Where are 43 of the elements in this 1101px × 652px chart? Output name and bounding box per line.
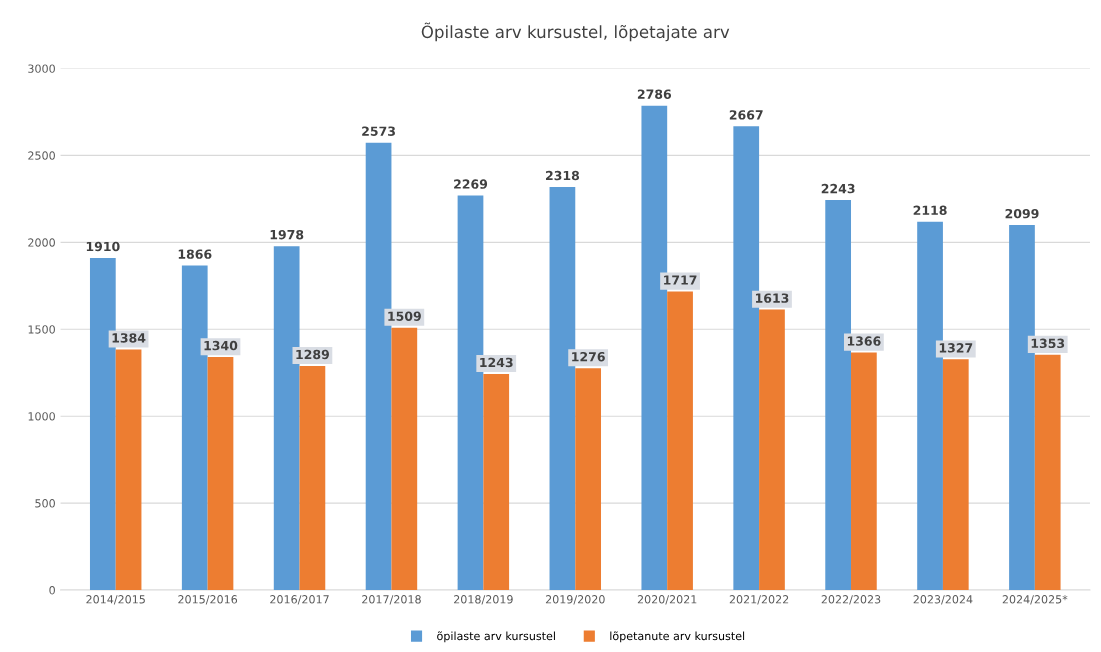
data-label: 1978	[270, 229, 304, 240]
x-tick-label: 2019/2020	[545, 595, 605, 605]
data-label: 1910	[86, 241, 120, 252]
data-label: 1717	[664, 275, 697, 285]
x-tick-label: 2017/2018	[362, 595, 421, 605]
y-tick-label: 2000	[28, 238, 55, 247]
data-label: 2099	[1005, 208, 1039, 219]
data-label: 2243	[821, 183, 855, 194]
legend-label: õpilaste arv kursustel	[437, 631, 555, 643]
x-tick-label: 2023/2024	[913, 595, 973, 605]
data-label: 2118	[913, 205, 947, 216]
y-tick-label: 1500	[28, 325, 55, 334]
x-tick-label: 2014/2015	[86, 595, 145, 605]
x-tick-label: 2020/2021	[637, 595, 697, 605]
data-label: 2573	[362, 126, 395, 136]
x-tick-label: 2018/2019	[454, 595, 513, 605]
y-tick-label: 0	[49, 586, 55, 595]
data-label: 1353	[1031, 338, 1065, 349]
x-tick-label: 2016/2017	[270, 595, 329, 605]
y-tick-label: 500	[35, 499, 55, 508]
data-label: 2318	[546, 170, 580, 181]
data-label: 2667	[729, 110, 763, 120]
chart-title: Õpilaste arv kursustel, lõpetajate arv	[421, 22, 730, 42]
data-label: 1613	[755, 293, 789, 303]
data-label: 1243	[480, 357, 513, 368]
x-tick-label: 2024/2025*	[1002, 595, 1068, 605]
y-tick-label: 1000	[28, 412, 55, 421]
data-label: 1866	[178, 249, 212, 259]
data-label: 1327	[939, 343, 973, 353]
data-label: 1366	[847, 336, 881, 346]
data-label: 1384	[112, 333, 146, 343]
x-tick-label: 2021/2022	[729, 595, 789, 605]
x-tick-label: 2022/2023	[821, 595, 881, 605]
data-label: 1340	[204, 340, 238, 351]
data-label: 2269	[454, 179, 488, 189]
y-tick-label: 2500	[28, 151, 55, 160]
data-label: 1276	[572, 351, 605, 362]
x-tick-label: 2015/2016	[178, 595, 238, 605]
data-label: 1289	[296, 349, 329, 360]
data-label: 2786	[637, 89, 672, 99]
y-tick-label: 3000	[28, 64, 55, 73]
legend-label: lõpetanute arv kursustel	[610, 631, 745, 643]
data-label: 1509	[388, 311, 421, 321]
